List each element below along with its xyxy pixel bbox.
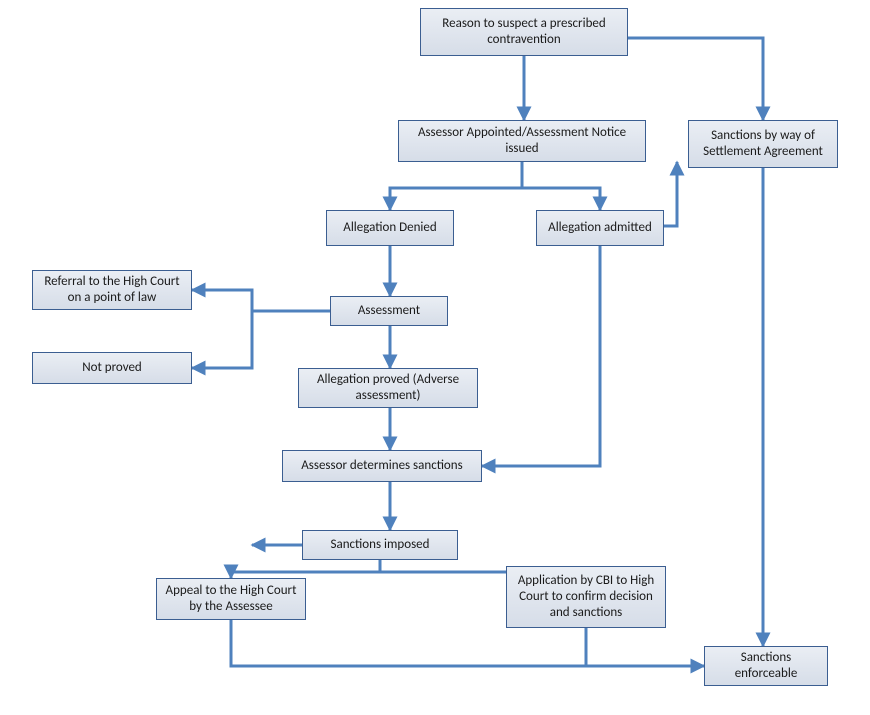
node-label: Allegation admitted (548, 220, 652, 236)
node-assessor: Assessor Appointed/Assessment Notice iss… (398, 120, 646, 162)
node-application: Application by CBI to High Court to conf… (506, 566, 666, 628)
node-imposed: Sanctions imposed (302, 530, 458, 560)
node-suspect: Reason to suspect a prescribed contraven… (420, 8, 628, 56)
node-notproved: Not proved (32, 352, 192, 384)
node-determines: Assessor determines sanctions (282, 450, 482, 482)
node-label: Appeal to the High Court by the Assessee (163, 583, 299, 616)
node-enforceable: Sanctions enforceable (704, 646, 828, 686)
node-label: Sanctions imposed (331, 537, 430, 553)
node-label: Sanctions enforceable (711, 650, 821, 683)
node-referral: Referral to the High Court on a point of… (32, 270, 192, 310)
node-denied: Allegation Denied (326, 210, 454, 246)
node-label: Sanctions by way of Settlement Agreement (695, 128, 831, 161)
node-settlement: Sanctions by way of Settlement Agreement (688, 120, 838, 168)
node-label: Allegation Denied (343, 220, 436, 236)
node-appeal: Appeal to the High Court by the Assessee (156, 578, 306, 620)
node-label: Reason to suspect a prescribed contraven… (427, 16, 621, 49)
node-label: Assessor determines sanctions (301, 458, 462, 474)
node-label: Assessor Appointed/Assessment Notice iss… (405, 125, 639, 158)
node-label: Referral to the High Court on a point of… (39, 274, 185, 307)
node-assessment: Assessment (330, 296, 448, 326)
node-label: Assessment (358, 303, 420, 319)
node-label: Allegation proved (Adverse assessment) (305, 372, 471, 405)
flowchart-canvas: Reason to suspect a prescribed contraven… (0, 0, 870, 715)
node-label: Not proved (82, 360, 142, 376)
node-label: Application by CBI to High Court to conf… (513, 573, 659, 622)
node-proved: Allegation proved (Adverse assessment) (298, 368, 478, 408)
node-admitted: Allegation admitted (536, 210, 664, 246)
